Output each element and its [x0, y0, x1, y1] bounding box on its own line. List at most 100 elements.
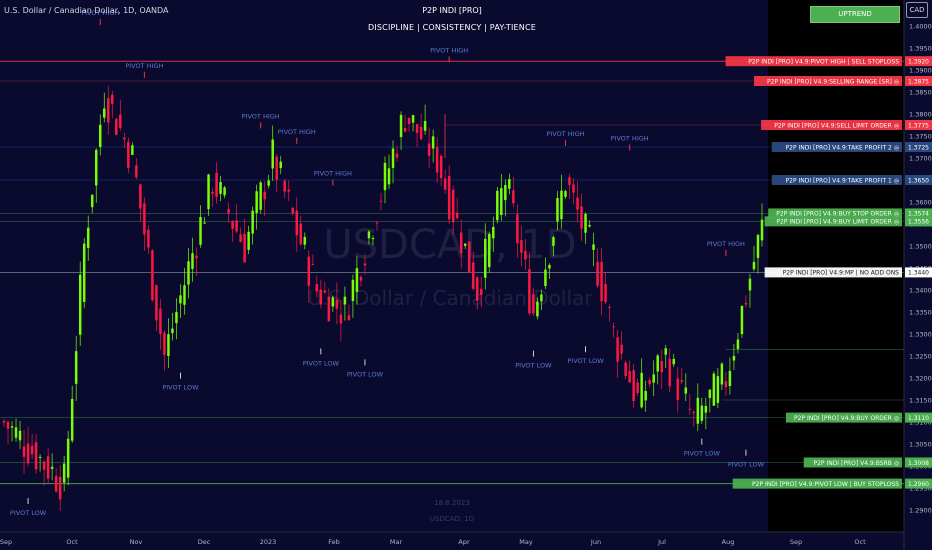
candle-body [664, 348, 667, 355]
pivot-low-label: PIVOT LOW [347, 370, 384, 378]
candle-body [94, 149, 98, 186]
candle-body [504, 184, 507, 201]
candle-body [512, 190, 515, 204]
level-label-text: P2P INDI [PRO] V4.9:PIVOT HIGH | SELL ST… [748, 59, 899, 66]
candle-body [544, 269, 547, 286]
candle-body [560, 190, 563, 220]
candle-body [183, 285, 186, 305]
candle-body [159, 308, 162, 334]
level-label-box [785, 412, 902, 423]
level-value-text: 1.3110 [908, 415, 929, 422]
level-label-box [771, 142, 902, 152]
candle-body [147, 229, 150, 248]
time-tick-label: Oct [66, 538, 78, 546]
candle-body [18, 430, 22, 441]
level-value-text: 1.3875 [908, 78, 929, 85]
candle-body [676, 378, 680, 401]
candle-body [275, 156, 278, 180]
uptrend-button[interactable]: UPTREND [810, 6, 900, 23]
candle-body [215, 172, 218, 197]
level-label-box [771, 175, 902, 185]
level-value-box [905, 120, 932, 130]
candle-body [520, 240, 523, 253]
candle-body [564, 191, 567, 197]
time-tick-label: Feb [328, 538, 340, 546]
candle-body [111, 94, 114, 104]
candle-body [163, 332, 166, 355]
level-value-box [905, 208, 932, 219]
level-label-text: P2P INDI [PRO] V4.9:MP | NO ADD ONS [783, 270, 899, 277]
candle-body [484, 238, 487, 278]
candle-body [712, 373, 716, 406]
candle-body [572, 184, 575, 193]
candle-body [407, 117, 411, 125]
candle-body [58, 476, 62, 500]
candle-body [343, 296, 347, 305]
candle-body [596, 262, 599, 286]
level-value-box [905, 142, 932, 152]
candle-body [131, 145, 134, 155]
candle-body [387, 168, 391, 185]
candle-body [327, 296, 331, 322]
candle-body [30, 445, 34, 455]
level-label-box [725, 56, 902, 67]
candle-body [203, 222, 206, 224]
level-label-text: P2P INDI [PRO] V4.9:BSRB ◎ [813, 460, 899, 467]
currency-selector[interactable]: CAD [906, 2, 928, 18]
time-tick-label: Jun [590, 538, 601, 546]
candle-body [54, 476, 58, 492]
level-label-text: P2P INDI [PRO] V4.9:BUY LIMIT ORDER ◎ [776, 219, 899, 226]
candle-body [443, 178, 447, 190]
indicator-tagline: DISCIPLINE | CONSISTENCY | PAY-TIENCE [367, 23, 536, 32]
candle-body [295, 210, 299, 236]
candle-body [652, 374, 655, 383]
candle-body [584, 213, 587, 233]
level-value-text: 1.3574 [908, 211, 929, 218]
candle-body [455, 212, 459, 219]
candle-body [86, 227, 90, 248]
candle-body [311, 263, 315, 265]
candle-body [608, 306, 611, 308]
price-tick-label: 1.3700 [909, 155, 932, 163]
watermark-symbol: USDCAD, 1D [323, 222, 576, 268]
candle-body [391, 148, 395, 169]
candle-body [668, 358, 671, 387]
price-tick-label: 1.4000 [909, 23, 932, 31]
level-value-box [905, 56, 932, 67]
time-tick-label: Sep [0, 538, 12, 546]
candle-body [263, 191, 266, 200]
level-value-box [905, 478, 932, 489]
level-label-box [754, 76, 902, 86]
candle-body [500, 188, 503, 216]
pivot-high-label: PIVOT HIGH [707, 240, 745, 248]
level-value-text: 1.3775 [908, 122, 929, 129]
candle-body [700, 405, 704, 421]
candle-body [26, 443, 30, 464]
level-value-text: 1.3556 [908, 219, 929, 226]
candle-body [319, 289, 323, 305]
candle-body [291, 208, 295, 214]
candle-body [532, 294, 535, 314]
candle-body [299, 223, 303, 245]
candle-body [636, 382, 639, 394]
candle-body [46, 456, 50, 479]
watermark-name: U.S. Dollar / Canadian Dollar [307, 286, 593, 310]
candle-body [267, 180, 270, 186]
candle-body [127, 141, 130, 168]
candle-body [612, 326, 615, 328]
candle-body [167, 334, 170, 357]
candle-body [451, 189, 455, 223]
candle-body [271, 139, 274, 169]
candle-body [592, 244, 595, 250]
candle-body [471, 262, 475, 289]
candle-body [351, 279, 355, 302]
candle-body [580, 206, 583, 229]
candle-body [99, 124, 102, 148]
level-value-text: 1.3725 [908, 144, 929, 151]
candle-body [604, 283, 607, 303]
pivot-high-label: PIVOT HIGH [314, 170, 352, 178]
level-label-text: P2P INDI [PRO] V4.9:TAKE PROFIT 1 ◎ [786, 177, 899, 184]
candle-body [103, 108, 106, 118]
candle-body [155, 285, 158, 321]
